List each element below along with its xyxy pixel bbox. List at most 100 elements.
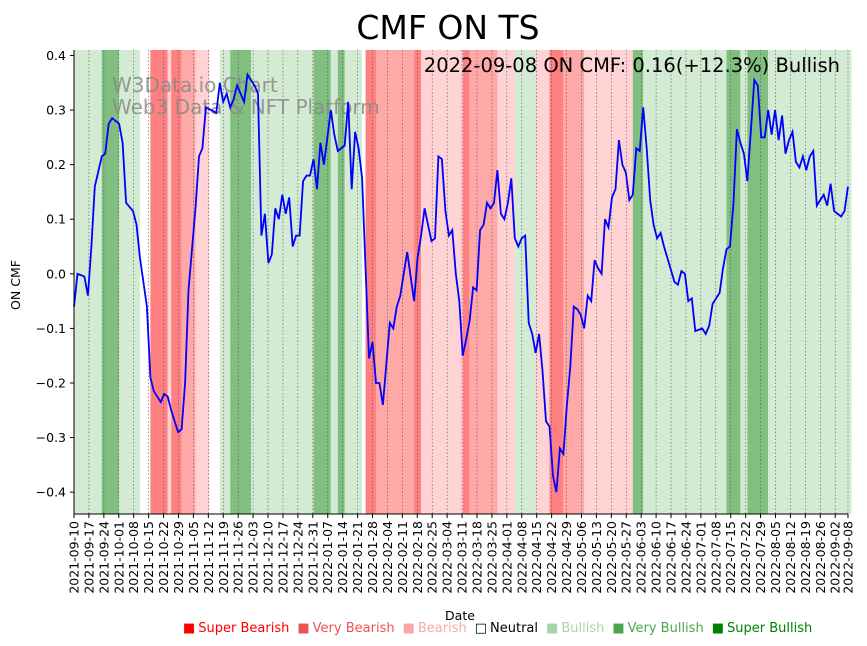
x-tick-label: 2022-05-20 xyxy=(604,521,619,594)
regime-band-neutral xyxy=(362,50,366,514)
regime-band-bearish xyxy=(421,50,449,514)
x-tick-label: 2022-03-11 xyxy=(455,521,470,594)
legend-swatch: ■ xyxy=(297,621,310,636)
x-tick-label: 2022-03-18 xyxy=(470,521,485,594)
y-tick-label: 0.4 xyxy=(46,48,66,63)
x-tick-label: 2022-04-29 xyxy=(559,521,574,594)
regime-band-super-bearish xyxy=(171,50,182,514)
x-tick-label: 2021-10-08 xyxy=(126,521,141,594)
x-tick-label: 2022-08-26 xyxy=(813,521,828,594)
x-tick-label: 2022-09-08 xyxy=(841,521,856,594)
x-tick-label: 2022-03-04 xyxy=(440,521,455,594)
y-axis-label: ON CMF xyxy=(8,260,23,310)
x-tick-label: 2022-06-03 xyxy=(634,521,649,594)
watermark-line: Web3 Data & NFT Platform xyxy=(112,95,380,119)
x-tick-label: 2021-09-17 xyxy=(81,521,96,594)
x-tick-label: 2022-05-06 xyxy=(574,521,589,594)
x-tick-label: 2022-02-11 xyxy=(395,521,410,594)
x-axis-ticks: 2021-09-10 2021-09-17 2021-09-24 2021-10-01… xyxy=(67,514,856,594)
regime-band-bullish xyxy=(643,50,668,514)
x-tick-label: 2022-07-15 xyxy=(723,521,738,594)
regime-band-very-bearish xyxy=(375,50,415,514)
y-tick-label: −0.4 xyxy=(36,485,66,500)
regime-band-very-bearish xyxy=(469,50,498,514)
y-tick-label: 0.3 xyxy=(46,103,66,118)
legend-label: Super Bullish xyxy=(726,621,813,636)
legend-swatch: ■ xyxy=(546,621,559,636)
legend-item: ■ Very Bearish xyxy=(297,621,398,636)
regime-band-bearish xyxy=(535,50,550,514)
x-tick-label: 2021-12-17 xyxy=(276,521,291,594)
regime-band-super-bearish xyxy=(462,50,470,514)
legend-item: ■ Super Bullish xyxy=(712,621,817,636)
regime-band-neutral xyxy=(139,50,151,514)
y-tick-label: 0.0 xyxy=(46,266,66,281)
x-tick-label: 2021-12-10 xyxy=(261,521,276,594)
legend-item: ■ Bullish xyxy=(546,621,608,636)
regime-band-very-bullish xyxy=(632,50,644,514)
x-tick-label: 2022-05-13 xyxy=(589,521,604,594)
regime-legend: ■ Super Bearish ■ Very Bearish ■ Bearish □ Neut… xyxy=(183,621,820,636)
x-tick-label: 2022-06-10 xyxy=(649,521,664,594)
x-tick-label: 2022-02-25 xyxy=(425,521,440,594)
x-tick-label: 2022-04-08 xyxy=(514,521,529,594)
regime-band-bullish xyxy=(667,50,727,514)
x-tick-label: 2022-06-17 xyxy=(664,521,679,594)
x-tick-label: 2022-02-04 xyxy=(380,521,395,594)
x-tick-label: 2021-12-24 xyxy=(290,521,305,594)
legend-item: ■ Bearish xyxy=(403,621,471,636)
x-tick-label: 2022-08-12 xyxy=(783,521,798,594)
regime-band-very-bullish xyxy=(337,50,345,514)
regime-band-bullish xyxy=(795,50,852,514)
x-tick-label: 2022-08-05 xyxy=(768,521,783,594)
regime-band-bearish xyxy=(497,50,515,514)
x-tick-label: 2022-07-29 xyxy=(753,521,768,594)
x-tick-label: 2022-07-22 xyxy=(738,521,753,594)
x-tick-label: 2021-09-24 xyxy=(96,521,111,594)
chart-title: CMF ON TS xyxy=(356,8,539,47)
legend-label: Very Bearish xyxy=(312,621,395,636)
legend-swatch: ■ xyxy=(711,621,724,636)
x-tick-label: 2021-11-26 xyxy=(231,521,246,594)
regime-band-very-bullish xyxy=(747,50,769,514)
x-tick-label: 2022-08-19 xyxy=(798,521,813,594)
x-tick-label: 2021-11-05 xyxy=(186,521,201,594)
regime-band-super-bearish xyxy=(365,50,376,514)
regime-band-neutral xyxy=(209,50,220,514)
y-axis-ticks: 0.4 0.3 0.2 0.1 0.0 −0.1 −0.2 −0.3 −0.4 xyxy=(36,48,74,500)
x-tick-label: 2021-12-31 xyxy=(305,521,320,594)
legend-label: Super Bearish xyxy=(198,621,290,636)
regime-band-bullish xyxy=(514,50,536,514)
x-tick-label: 2022-09-02 xyxy=(828,521,843,594)
x-tick-label: 2022-07-08 xyxy=(708,521,723,594)
x-tick-label: 2022-01-07 xyxy=(320,521,335,594)
legend-swatch: ■ xyxy=(183,621,196,636)
x-tick-label: 2022-05-27 xyxy=(619,521,634,594)
x-tick-label: 2022-06-24 xyxy=(679,521,694,594)
y-tick-label: −0.1 xyxy=(36,321,66,336)
regime-band-bullish xyxy=(254,50,314,514)
regime-band-very-bullish xyxy=(230,50,252,514)
y-tick-label: −0.2 xyxy=(36,375,66,390)
y-tick-label: −0.3 xyxy=(36,430,66,445)
x-tick-label: 2022-04-01 xyxy=(499,521,514,594)
y-tick-label: 0.1 xyxy=(46,212,66,227)
axes xyxy=(73,50,848,515)
x-tick-label: 2022-01-21 xyxy=(350,521,365,594)
x-tick-label: 2021-09-10 xyxy=(67,521,82,594)
x-tick-label: 2021-11-12 xyxy=(201,521,216,594)
regime-bands xyxy=(74,50,852,514)
regime-band-very-bearish xyxy=(563,50,585,514)
regime-band-very-bullish xyxy=(313,50,331,514)
regime-band-bearish xyxy=(448,50,463,514)
x-tick-label: 2021-10-15 xyxy=(141,521,156,594)
legend-label: Neutral xyxy=(490,621,539,636)
cmf-series-line xyxy=(73,72,849,493)
watermark-line: W3Data.io Chart xyxy=(112,73,278,97)
legend-item: ■ Very Bullish xyxy=(612,621,707,636)
x-tick-label: 2022-03-25 xyxy=(484,521,499,594)
legend-swatch: ■ xyxy=(402,621,415,636)
x-tick-label: 2021-12-03 xyxy=(246,521,261,594)
x-axis-label: Date xyxy=(445,608,475,623)
